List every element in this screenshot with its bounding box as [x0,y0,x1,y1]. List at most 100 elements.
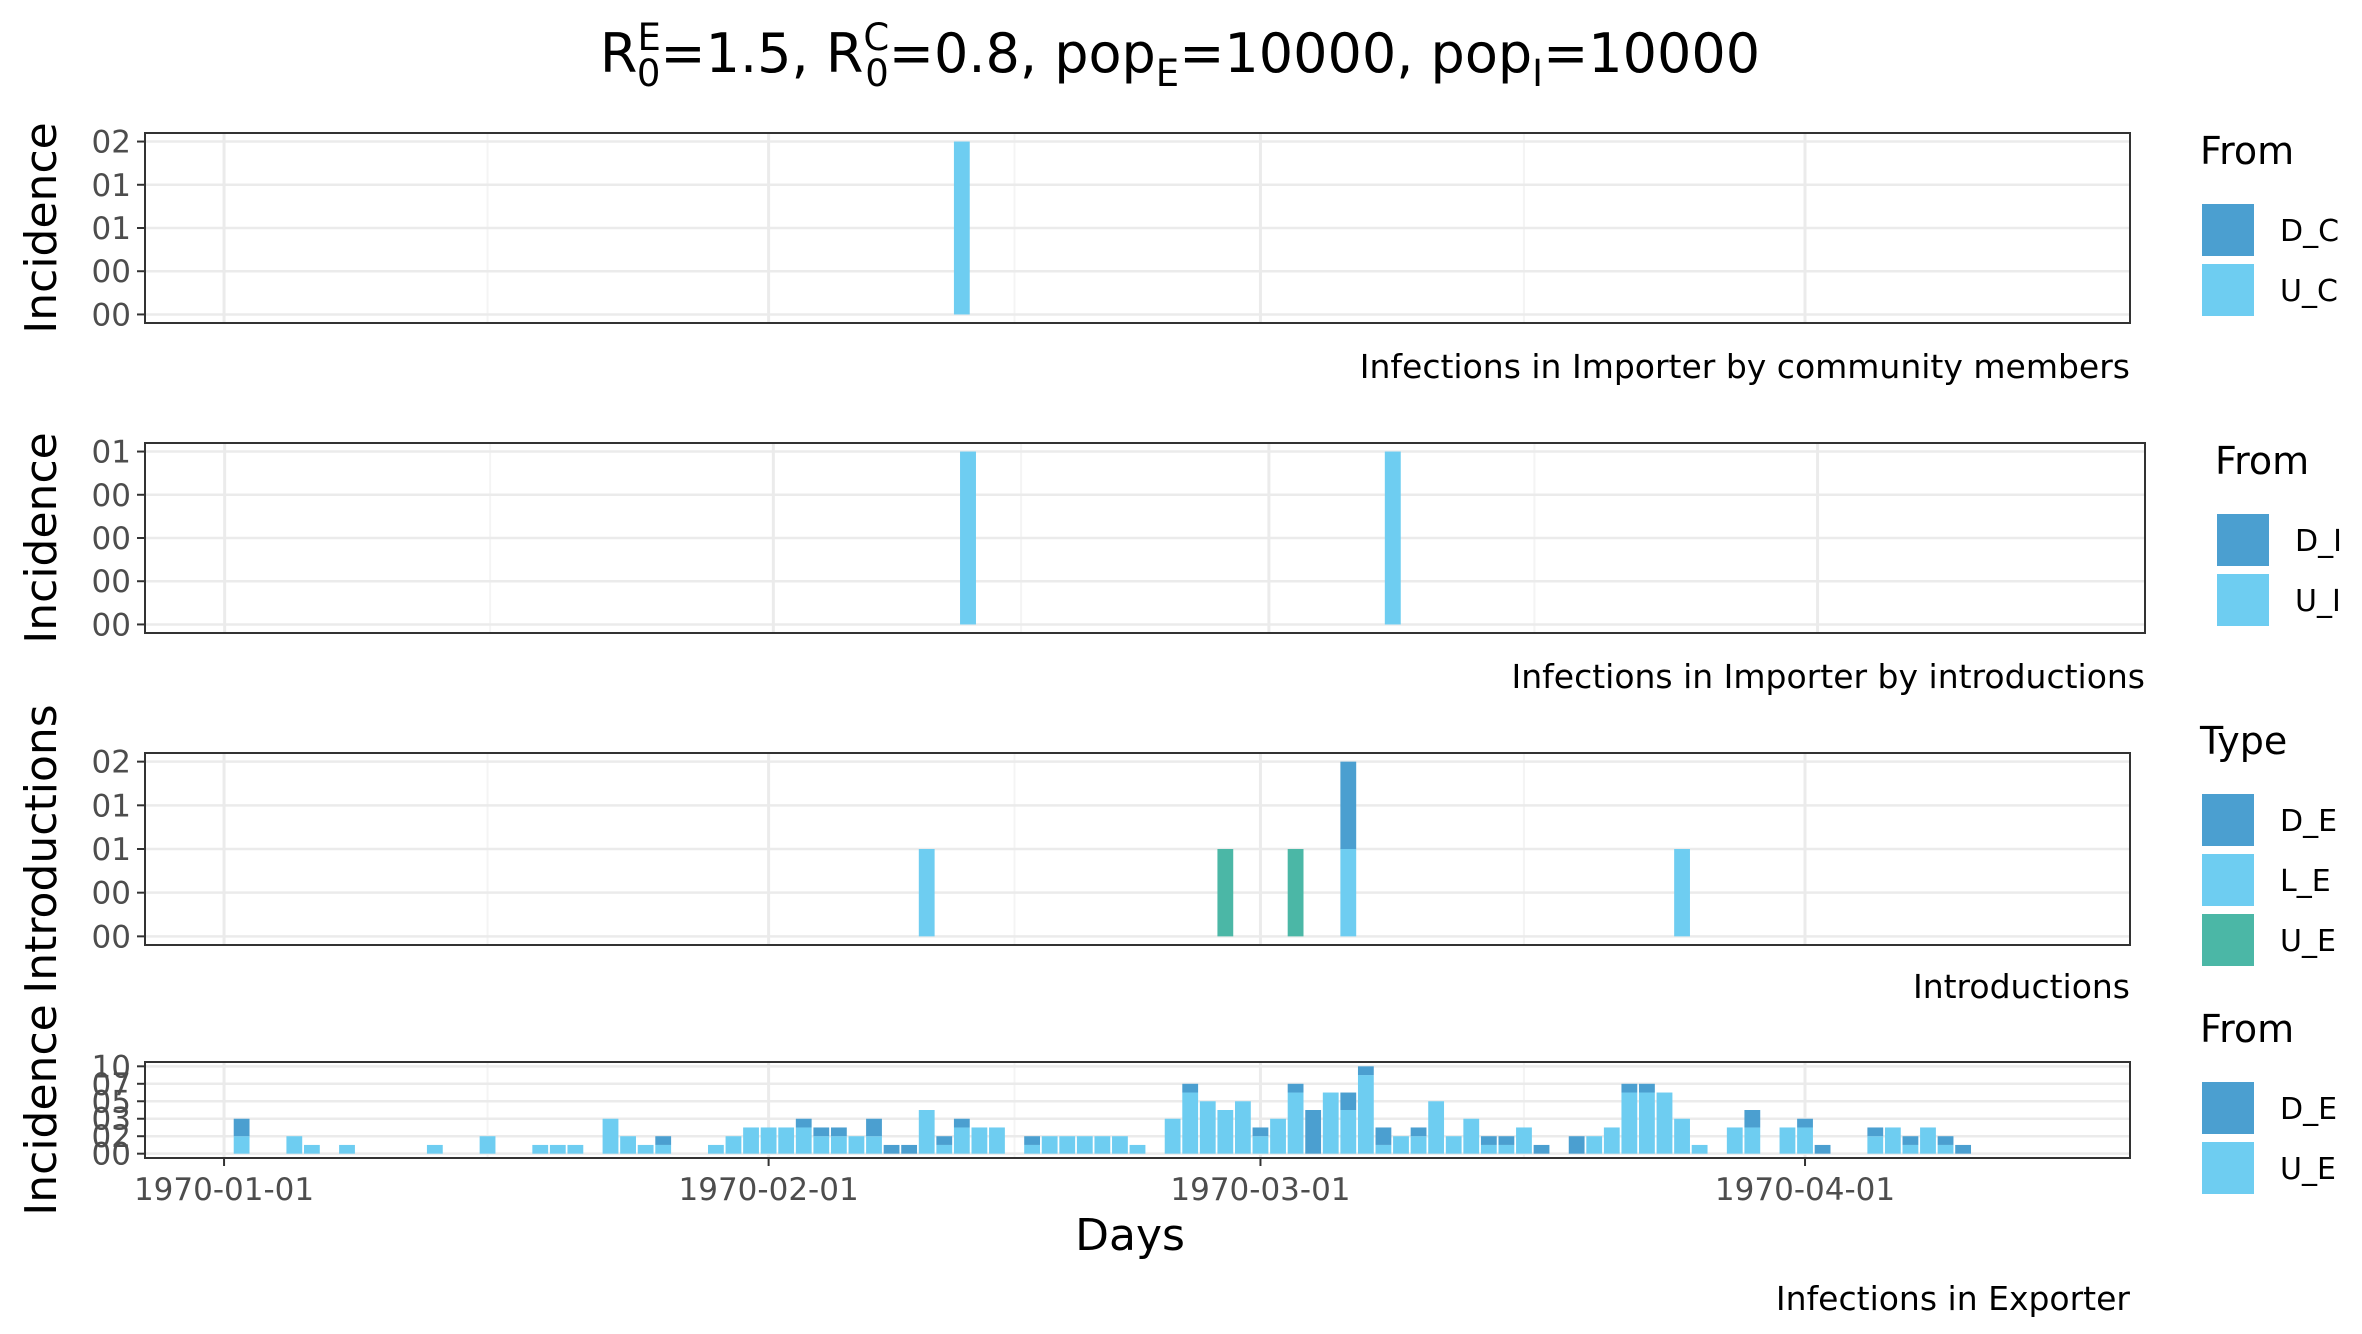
y-tick-label: 10 [92,1049,131,1085]
bar-D_E-1970-04-01 [1797,1118,1813,1128]
title-part: C [863,16,889,59]
bar-U_E-1970-02-27 [1217,849,1234,937]
bar-D_E-1970-01-26 [655,1136,672,1145]
legend-key [2202,204,2254,256]
legend-label: D_E [2280,804,2337,839]
bar-U_E-1970-03-05 [1322,1092,1339,1154]
bar-U_E-1970-03-22 [1621,1092,1638,1154]
bar-U_E-1970-02-01 [760,1127,777,1154]
bar-D_E-1970-04-09 [1937,1136,1954,1145]
bar-D_E-1970-03-14 [1480,1136,1497,1145]
bar-U_E-1970-01-30 [725,1136,742,1154]
bar-U_E-1970-03-08 [1375,1144,1392,1154]
legend: From D_C U_C [2200,129,2339,316]
bar-D_E-1970-03-10 [1410,1127,1427,1137]
bar-U_E-1970-03-14 [1480,1144,1497,1154]
bar-U_E-1970-01-26 [655,1144,672,1154]
bar-D_E-1970-04-07 [1902,1136,1919,1145]
title-part: E [1156,52,1179,95]
bar-U_E-1970-02-24 [1164,1118,1181,1154]
bar-U_E-1970-03-12 [1445,1136,1462,1154]
y-tick-label: 01 [92,788,131,824]
bar-U_E-1970-04-07 [1902,1144,1919,1154]
bar-D_E-1970-02-03 [795,1118,812,1128]
bar-U_E-1970-01-06 [303,1144,320,1154]
panel-caption: Infections in Importer by introductions [1512,657,2146,696]
bar-U_E-1970-01-24 [620,1136,636,1154]
bar-D_E-1970-03-01 [1252,1127,1269,1137]
bar-U_E-1970-02-10 [918,1110,935,1154]
bar-D_E-1970-03-29 [1744,1110,1761,1128]
title-part: =0.8, pop [889,22,1156,85]
title-part: I [1532,52,1543,95]
bar-U_I-1970-02-12 [960,451,976,625]
legend-label: U_C [2280,274,2338,309]
panel-caption: Infections in Importer by community memb… [1360,347,2130,386]
bar-U_E-1970-01-29 [708,1144,724,1154]
bar-U_E-1970-03-21 [1603,1127,1620,1154]
bar-U_E-1970-03-15 [1498,1144,1515,1154]
bar-U_E-1970-02-11 [936,1144,953,1154]
bar-U_E-1970-03-03 [1287,1092,1304,1154]
bar-U_E-1970-02-17 [1041,1136,1058,1154]
bar-U_E-1970-03-20 [1586,1136,1603,1154]
bar-U_E-1970-01-20 [549,1144,566,1154]
x-tick-label: 1970-03-01 [1170,1172,1350,1208]
title-part: 0 [865,52,889,95]
y-axis-title: Incidence [16,432,67,643]
bar-U_E-1970-02-25 [1182,1092,1199,1154]
y-tick-label: 00 [92,297,131,333]
bar-U_I-1970-03-08 [1384,451,1401,625]
bar-U_E-1970-01-31 [743,1127,759,1154]
x-tick-label: 1970-01-01 [134,1172,314,1208]
bar-U_E-1970-04-09 [1937,1144,1954,1154]
legend-key [2217,514,2269,566]
bar-U_E-1970-03-11 [1428,1101,1445,1154]
y-tick-label: 07 [92,1067,131,1103]
panel-caption: Introductions [1913,967,2130,1006]
bar-U_E-1970-02-07 [866,1136,882,1154]
title-part: E [637,16,660,59]
bar-D_E-1970-03-17 [1533,1144,1550,1154]
bar-D_E-1970-03-19 [1568,1136,1585,1154]
legend: From D_E U_E [2200,1007,2337,1194]
y-tick-label: 01 [92,435,131,471]
y-tick-label: 00 [92,521,131,557]
bar-U_E-1970-03-10 [1410,1136,1427,1154]
legend-label: D_I [2295,524,2342,559]
legend-title: Type [2199,719,2287,763]
y-tick-label: 01 [92,211,131,247]
bar-D_E-1970-03-22 [1621,1083,1638,1093]
bar-D_E-1970-01-02 [233,1118,250,1137]
bar-U_E-1970-02-03 [795,1127,812,1154]
title-part: 0 [637,52,661,95]
bar-U_E-1970-03-26 [1691,1144,1708,1154]
legend-key [2202,914,2254,966]
bar-D_E-1970-04-02 [1814,1144,1831,1154]
y-tick-label: 03 [92,1102,131,1138]
bar-U_E-1970-03-25 [1674,1118,1690,1154]
bar-D_E-1970-04-05 [1867,1127,1884,1137]
bar-U_E-1970-01-19 [532,1144,549,1154]
bar-U_E-1970-04-01 [1797,1127,1813,1154]
y-tick-label: 02 [92,125,131,161]
legend-label: U_I [2295,584,2341,619]
bar-U_E-1970-02-16 [1024,1144,1041,1154]
panel-background [145,1062,2130,1158]
bar-U_E-1970-02-18 [1059,1136,1076,1154]
y-axis-title: Incidence [16,1004,67,1215]
bar-U_E-1970-02-22 [1129,1144,1146,1154]
bar-U_E-1970-03-02 [1270,1118,1286,1154]
panel-border [144,1061,2131,1159]
legend-title: From [2215,439,2309,483]
bar-D_E-1970-03-04 [1305,1110,1322,1154]
bar-U_E-1970-03-16 [1516,1127,1532,1154]
legend-key [2202,1142,2254,1194]
bar-U_E-1970-03-29 [1744,1127,1761,1154]
legend-title: From [2200,1007,2294,1051]
bar-U_E-1970-03-24 [1656,1092,1673,1154]
bar-U_E-1970-02-04 [813,1136,830,1154]
x-tick-label: 1970-02-01 [679,1172,859,1208]
y-tick-label: 00 [92,478,131,514]
